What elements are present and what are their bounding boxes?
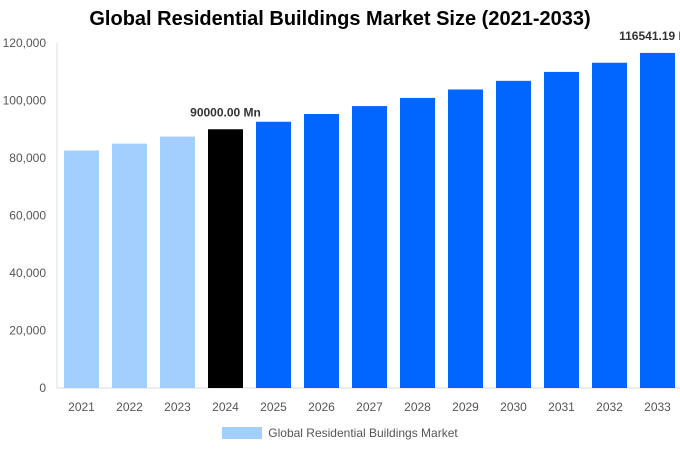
y-tick-label: 100,000: [3, 94, 47, 108]
x-tick-label: 2028: [404, 400, 431, 414]
x-tick-label: 2030: [500, 400, 527, 414]
x-tick-label: 2024: [212, 400, 239, 414]
y-tick-label: 20,000: [9, 324, 46, 338]
bar-2024: [208, 129, 243, 388]
y-tick-label: 0: [39, 381, 46, 395]
bar-2029: [448, 89, 483, 389]
y-tick-label: 80,000: [9, 151, 46, 165]
bar-2033: [640, 52, 675, 388]
x-tick-label: 2032: [596, 400, 623, 414]
bar-2030: [496, 80, 531, 389]
bar-2021: [64, 150, 99, 388]
x-tick-label: 2031: [548, 400, 575, 414]
bar-2026: [304, 114, 339, 388]
x-tick-label: 2033: [644, 400, 671, 414]
bar-2032: [592, 62, 627, 388]
bar-2025: [256, 121, 291, 388]
data-label-2033: 116541.19 Mn: [619, 29, 680, 43]
chart-title: Global Residential Buildings Market Size…: [89, 8, 591, 30]
x-tick-label: 2027: [356, 400, 383, 414]
x-tick-label: 2025: [260, 400, 287, 414]
bar-2028: [400, 97, 435, 388]
data-label-2024: 90000.00 Mn: [190, 105, 261, 119]
x-tick-label: 2023: [164, 400, 191, 414]
y-tick-label: 60,000: [9, 209, 46, 223]
x-tick-label: 2026: [308, 400, 335, 414]
x-tick-label: 2022: [116, 400, 143, 414]
y-tick-label: 40,000: [9, 266, 46, 280]
bar-2031: [544, 71, 579, 389]
legend-label: Global Residential Buildings Market: [268, 426, 458, 440]
bar-2022: [112, 143, 147, 388]
legend: Global Residential Buildings Market: [0, 426, 680, 440]
x-tick-label: 2029: [452, 400, 479, 414]
bar-2027: [352, 106, 387, 388]
y-tick-label: 120,000: [3, 36, 47, 50]
legend-swatch: [222, 427, 263, 439]
x-tick-label: 2021: [68, 400, 95, 414]
bar-2023: [160, 136, 195, 388]
